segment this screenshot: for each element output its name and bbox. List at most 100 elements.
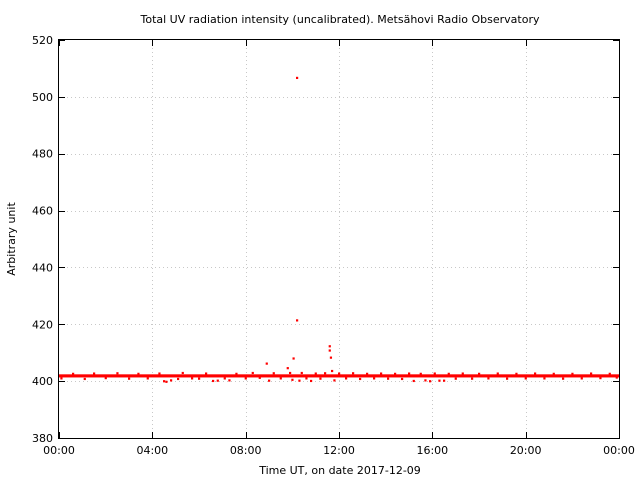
data-point (216, 379, 219, 382)
data-point (380, 372, 383, 375)
baseline-band-rect (59, 374, 619, 378)
data-point (228, 379, 231, 382)
data-point (328, 345, 331, 348)
data-point (265, 362, 268, 365)
data-point (534, 372, 537, 375)
data-point (83, 377, 86, 381)
data-point (387, 377, 390, 380)
data-point (571, 372, 574, 375)
data-point (552, 372, 555, 375)
data-point (478, 372, 481, 375)
data-point (298, 379, 301, 382)
y-tick-label: 460 (32, 205, 53, 218)
data-point (289, 371, 292, 375)
data-point (590, 372, 593, 375)
data-point (292, 357, 295, 360)
data-point (515, 372, 518, 375)
data-point (72, 372, 75, 375)
data-point (580, 377, 583, 380)
data-point (165, 380, 168, 383)
data-point (366, 372, 369, 375)
data-point (438, 379, 441, 382)
data-points (60, 76, 618, 383)
data-point (329, 356, 333, 359)
x-tick-label: 20:00 (510, 444, 542, 457)
data-point (331, 369, 334, 373)
y-tick-label: 440 (32, 261, 53, 274)
data-point (524, 377, 527, 380)
x-axis-label: Time UT, on date 2017-12-09 (258, 464, 421, 477)
data-point (268, 379, 271, 382)
data-point (373, 377, 376, 380)
baseline-band (59, 374, 619, 378)
data-point (181, 371, 184, 375)
data-point (305, 377, 308, 380)
data-point (198, 377, 201, 380)
data-point (345, 377, 348, 380)
data-point (352, 372, 355, 375)
data-point (443, 379, 446, 382)
data-point (286, 367, 289, 370)
data-point (454, 377, 457, 380)
y-axis-label: Arbitrary unit (5, 202, 18, 276)
data-point (424, 379, 427, 382)
x-tick-label: 08:00 (230, 444, 262, 457)
data-point (146, 377, 149, 380)
plot-frame (58, 39, 620, 439)
data-point (163, 380, 166, 383)
data-point (319, 377, 322, 380)
data-point (496, 372, 499, 375)
data-point (608, 372, 611, 375)
data-point (296, 76, 299, 80)
data-point (461, 372, 464, 375)
data-point (394, 372, 397, 375)
data-point (333, 379, 336, 382)
x-tick-label: 04:00 (136, 444, 168, 457)
data-point (291, 378, 294, 381)
data-point (300, 371, 303, 375)
data-point (506, 377, 509, 380)
data-point (60, 377, 63, 380)
data-point (104, 377, 107, 380)
data-point (471, 377, 474, 380)
x-tick-label: 00:00 (43, 444, 75, 457)
data-point (615, 376, 618, 379)
data-point (177, 377, 180, 381)
data-point (137, 372, 140, 375)
y-tick-label: 380 (32, 432, 53, 445)
y-tick-label: 400 (32, 375, 53, 388)
data-point (296, 319, 299, 322)
data-point (324, 372, 327, 375)
data-point (314, 372, 317, 375)
data-point (279, 377, 282, 380)
data-point (244, 377, 247, 380)
data-point (223, 377, 226, 380)
data-point (408, 372, 411, 375)
data-point (338, 372, 341, 375)
data-point (433, 372, 436, 375)
chart-title: Total UV radiation intensity (uncalibrat… (140, 13, 540, 26)
data-point (258, 376, 261, 379)
data-point (412, 379, 415, 383)
y-tick-label: 520 (32, 34, 53, 47)
y-tick-labels: 380 400 420 440 460 480 500 520 (32, 34, 53, 445)
data-point (401, 377, 404, 381)
data-point (419, 372, 422, 375)
grid-lines (59, 40, 619, 438)
data-point (170, 379, 173, 382)
data-point (543, 377, 546, 380)
data-point (235, 372, 238, 375)
axis-ticks (59, 40, 620, 439)
data-point (251, 371, 254, 375)
data-point (447, 372, 450, 375)
data-point (328, 349, 331, 352)
y-tick-label: 420 (32, 318, 53, 331)
data-point (359, 377, 362, 381)
x-tick-label: 00:00 (603, 444, 635, 457)
y-tick-label: 480 (32, 148, 53, 161)
data-point (562, 377, 565, 380)
y-tick-label: 500 (32, 91, 53, 104)
x-tick-labels: 00:00 04:00 08:00 12:00 16:00 20:00 00:00 (43, 444, 635, 457)
data-point (212, 379, 215, 383)
